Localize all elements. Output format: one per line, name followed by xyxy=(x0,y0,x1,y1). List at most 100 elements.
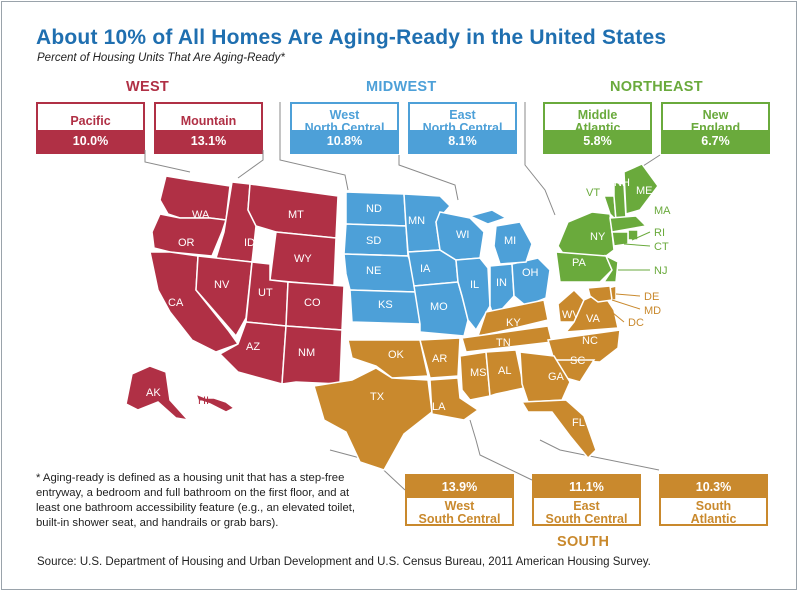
division-card-south-atlantic: 10.3% South Atlantic xyxy=(659,474,768,526)
tick-DE xyxy=(615,293,641,297)
label-LA: LA xyxy=(432,401,446,413)
label-GA: GA xyxy=(548,371,565,383)
leader-line-west-north-central xyxy=(279,102,349,191)
division-card-west-south-central: 13.9% West South Central xyxy=(405,474,514,526)
label-NC: NC xyxy=(582,335,598,347)
label-IN: IN xyxy=(496,277,507,289)
page-subtitle: Percent of Housing Units That Are Aging-… xyxy=(37,52,285,64)
label-NH: NH xyxy=(614,177,630,189)
division-name: Pacific xyxy=(70,114,111,128)
state-AR xyxy=(419,337,461,379)
northeast-states xyxy=(555,163,659,283)
division-name: Mountain xyxy=(180,114,237,128)
page-title: About 10% of All Homes Are Aging-Ready i… xyxy=(36,26,667,49)
division-card-new-england: New England 6.7% xyxy=(661,102,770,154)
division-value: 11.1% xyxy=(534,476,639,498)
label-AR: AR xyxy=(432,353,447,365)
division-name-line2: South Central xyxy=(545,512,628,526)
label-KY: KY xyxy=(506,317,521,329)
label-CT: CT xyxy=(654,241,669,253)
label-OK: OK xyxy=(388,349,405,361)
leader-line-south-atlantic xyxy=(539,439,660,471)
label-WA: WA xyxy=(192,209,210,221)
south-states xyxy=(313,285,621,471)
label-AL: AL xyxy=(498,365,511,377)
state-AK xyxy=(125,365,190,422)
state-labels: WA OR CA AK HI MT ID WY NV UT CO AZ NM N… xyxy=(146,177,671,429)
division-value: 8.1% xyxy=(410,130,515,152)
state-NV xyxy=(195,255,253,338)
division-name-line2: Atlantic xyxy=(690,512,737,526)
division-card-pacific: Pacific 10.0% xyxy=(36,102,145,154)
division-name-line1: West xyxy=(444,499,475,513)
label-AK: AK xyxy=(146,387,161,399)
state-MA xyxy=(609,215,648,233)
division-card-east-north-central: East North Central 8.1% xyxy=(408,102,517,154)
state-NY xyxy=(557,211,615,259)
footnote: * Aging-ready is defined as a housing un… xyxy=(36,472,356,529)
region-label-west: WEST xyxy=(126,79,170,95)
state-AZ xyxy=(218,321,287,385)
west-states xyxy=(125,175,345,422)
label-ME: ME xyxy=(636,185,653,197)
label-SC: SC xyxy=(570,355,585,367)
source-note: Source: U.S. Department of Housing and U… xyxy=(37,556,651,568)
tick-RI xyxy=(631,231,651,241)
label-TN: TN xyxy=(496,337,511,349)
division-name-line1: West xyxy=(329,108,360,122)
state-AL xyxy=(485,349,525,398)
label-TX: TX xyxy=(370,391,385,403)
leader-line-east-north-central xyxy=(398,155,459,201)
small-state-ticks xyxy=(601,293,641,323)
state-LA xyxy=(429,377,480,421)
label-MO: MO xyxy=(430,301,448,313)
division-value: 10.8% xyxy=(292,130,397,152)
label-VT: VT xyxy=(586,187,600,199)
label-MA: MA xyxy=(654,205,671,217)
state-OH xyxy=(511,257,551,307)
label-ID: ID xyxy=(244,237,255,249)
state-KY xyxy=(476,299,549,337)
northeast-ticks xyxy=(618,231,651,271)
label-CO: CO xyxy=(304,297,321,309)
label-IL: IL xyxy=(470,279,479,291)
leader-line-east-south-central xyxy=(469,419,533,481)
division-value: 5.8% xyxy=(545,130,650,152)
label-UT: UT xyxy=(258,287,273,299)
label-IA: IA xyxy=(420,263,431,275)
division-name-line1: East xyxy=(449,108,476,122)
label-NE: NE xyxy=(366,265,381,277)
leader-line-middle-atlantic xyxy=(524,102,556,216)
division-card-west-north-central: West North Central 10.8% xyxy=(290,102,399,154)
division-value: 13.1% xyxy=(156,130,261,152)
label-ND: ND xyxy=(366,203,382,215)
label-WY: WY xyxy=(294,253,312,265)
region-label-south: SOUTH xyxy=(557,534,610,550)
leader-line-mountain xyxy=(237,150,264,179)
label-NY: NY xyxy=(590,231,606,243)
state-MI xyxy=(493,221,533,265)
label-SD: SD xyxy=(366,235,381,247)
division-name-line1: Middle xyxy=(577,108,618,122)
tick-DC xyxy=(601,303,625,323)
state-IL xyxy=(455,257,491,332)
division-value: 13.9% xyxy=(407,476,512,498)
division-name-line2: South Central xyxy=(418,512,501,526)
division-card-middle-atlantic: Middle Atlantic 5.8% xyxy=(543,102,652,154)
leader-line-pacific xyxy=(144,150,191,173)
region-label-northeast: NORTHEAST xyxy=(610,79,703,95)
label-NV: NV xyxy=(214,279,230,291)
label-DC: DC xyxy=(628,317,644,329)
state-OR xyxy=(151,213,228,257)
state-FL xyxy=(520,399,597,460)
tick-MD xyxy=(611,299,641,310)
label-OR: OR xyxy=(178,237,195,249)
label-NJ: NJ xyxy=(654,265,667,277)
label-MD: MD xyxy=(644,305,661,317)
region-label-midwest: MIDWEST xyxy=(366,79,437,95)
label-OH: OH xyxy=(522,267,539,279)
label-WV: WV xyxy=(562,309,580,321)
state-MS xyxy=(459,351,491,401)
state-MI-upper xyxy=(467,209,508,225)
